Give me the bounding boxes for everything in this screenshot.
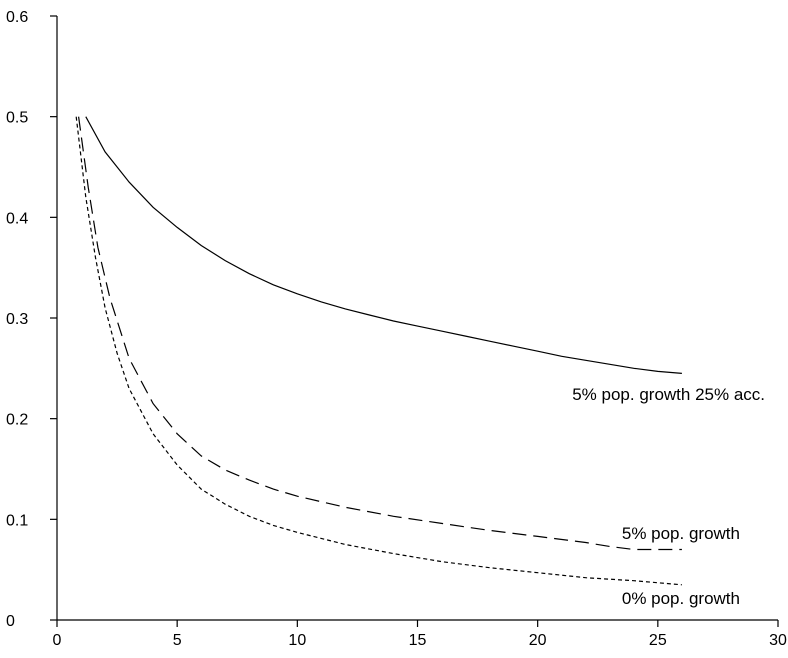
y-tick-label: 0.5: [6, 110, 28, 127]
x-tick-label: 0: [53, 632, 62, 649]
x-tick-label: 5: [173, 632, 182, 649]
series-lines: [75, 116, 682, 586]
y-tick-label: 0: [6, 613, 15, 630]
x-tick-label: 10: [288, 632, 306, 649]
x-tick-label: 30: [769, 632, 787, 649]
x-tick-label: 20: [529, 632, 547, 649]
x-tick-label: 25: [649, 632, 667, 649]
series-labels: 5% pop. growth 25% acc. 5% pop. growth 0…: [572, 385, 765, 608]
y-tick-label: 0.2: [6, 412, 28, 429]
series-label-0pct: 0% pop. growth: [622, 589, 740, 608]
x-tick-label: 15: [409, 632, 427, 649]
series-line-1: [78, 116, 682, 551]
y-tick-label: 0.6: [6, 9, 28, 26]
y-tick-label: 0.4: [6, 210, 28, 227]
series-line-2: [75, 116, 682, 586]
series-line-0: [85, 116, 682, 374]
series-label-5pct: 5% pop. growth: [622, 524, 740, 543]
y-tick-label: 0.3: [6, 311, 28, 328]
y-tick-label: 0.1: [6, 512, 28, 529]
series-label-acc: 5% pop. growth 25% acc.: [572, 385, 765, 404]
ticks: 0 5 10 15 20 25 30 0 0.1 0.2 0.3 0.4 0.5 0.6: [6, 9, 787, 649]
